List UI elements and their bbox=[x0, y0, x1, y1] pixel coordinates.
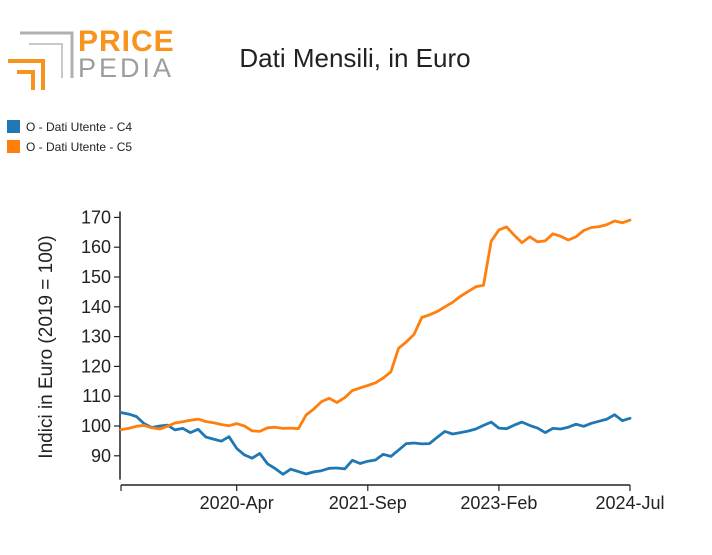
y-tick-label: 110 bbox=[82, 386, 111, 406]
x-axis: 2020-Apr 2021-Sep 2023-Feb 2024-Jul bbox=[120, 484, 665, 513]
x-tick-label: 2021-Sep bbox=[329, 493, 407, 513]
legend-label: O - Dati Utente - C5 bbox=[26, 140, 132, 154]
logo-pedia-text: PEDIA bbox=[78, 53, 174, 83]
series-line-2 bbox=[119, 218, 632, 433]
y-tick-label: 100 bbox=[81, 416, 111, 436]
legend-swatch bbox=[7, 120, 20, 133]
y-tick-label: 130 bbox=[81, 327, 111, 347]
y-tick-label: 140 bbox=[81, 297, 111, 317]
plot-area[interactable] bbox=[119, 218, 632, 476]
pricepedia-logo: PRICE PEDIA bbox=[8, 25, 175, 90]
y-tick-label: 170 bbox=[81, 207, 111, 227]
y-tick-label: 150 bbox=[81, 267, 111, 287]
x-tick-label: 2020-Apr bbox=[200, 493, 274, 513]
legend[interactable]: O - Dati Utente - C4 O - Dati Utente - C5 bbox=[7, 120, 132, 154]
logo-mark-icon bbox=[8, 31, 74, 90]
legend-label: O - Dati Utente - C4 bbox=[26, 120, 132, 134]
series-line-1 bbox=[119, 411, 632, 476]
y-axis-title: Indici in Euro (2019 = 100) bbox=[36, 235, 57, 458]
chart-title: Dati Mensili, in Euro bbox=[239, 43, 470, 73]
y-tick-label: 120 bbox=[81, 356, 111, 376]
x-tick-label: 2023-Feb bbox=[460, 493, 537, 513]
y-axis: 90 100 110 120 130 140 150 160 170 bbox=[81, 207, 121, 480]
legend-swatch bbox=[7, 140, 20, 153]
y-tick-label: 160 bbox=[81, 237, 111, 257]
x-tick-label: 2024-Jul bbox=[595, 493, 664, 513]
logo-price-text: PRICE bbox=[78, 25, 175, 58]
y-tick-label: 90 bbox=[91, 446, 111, 466]
